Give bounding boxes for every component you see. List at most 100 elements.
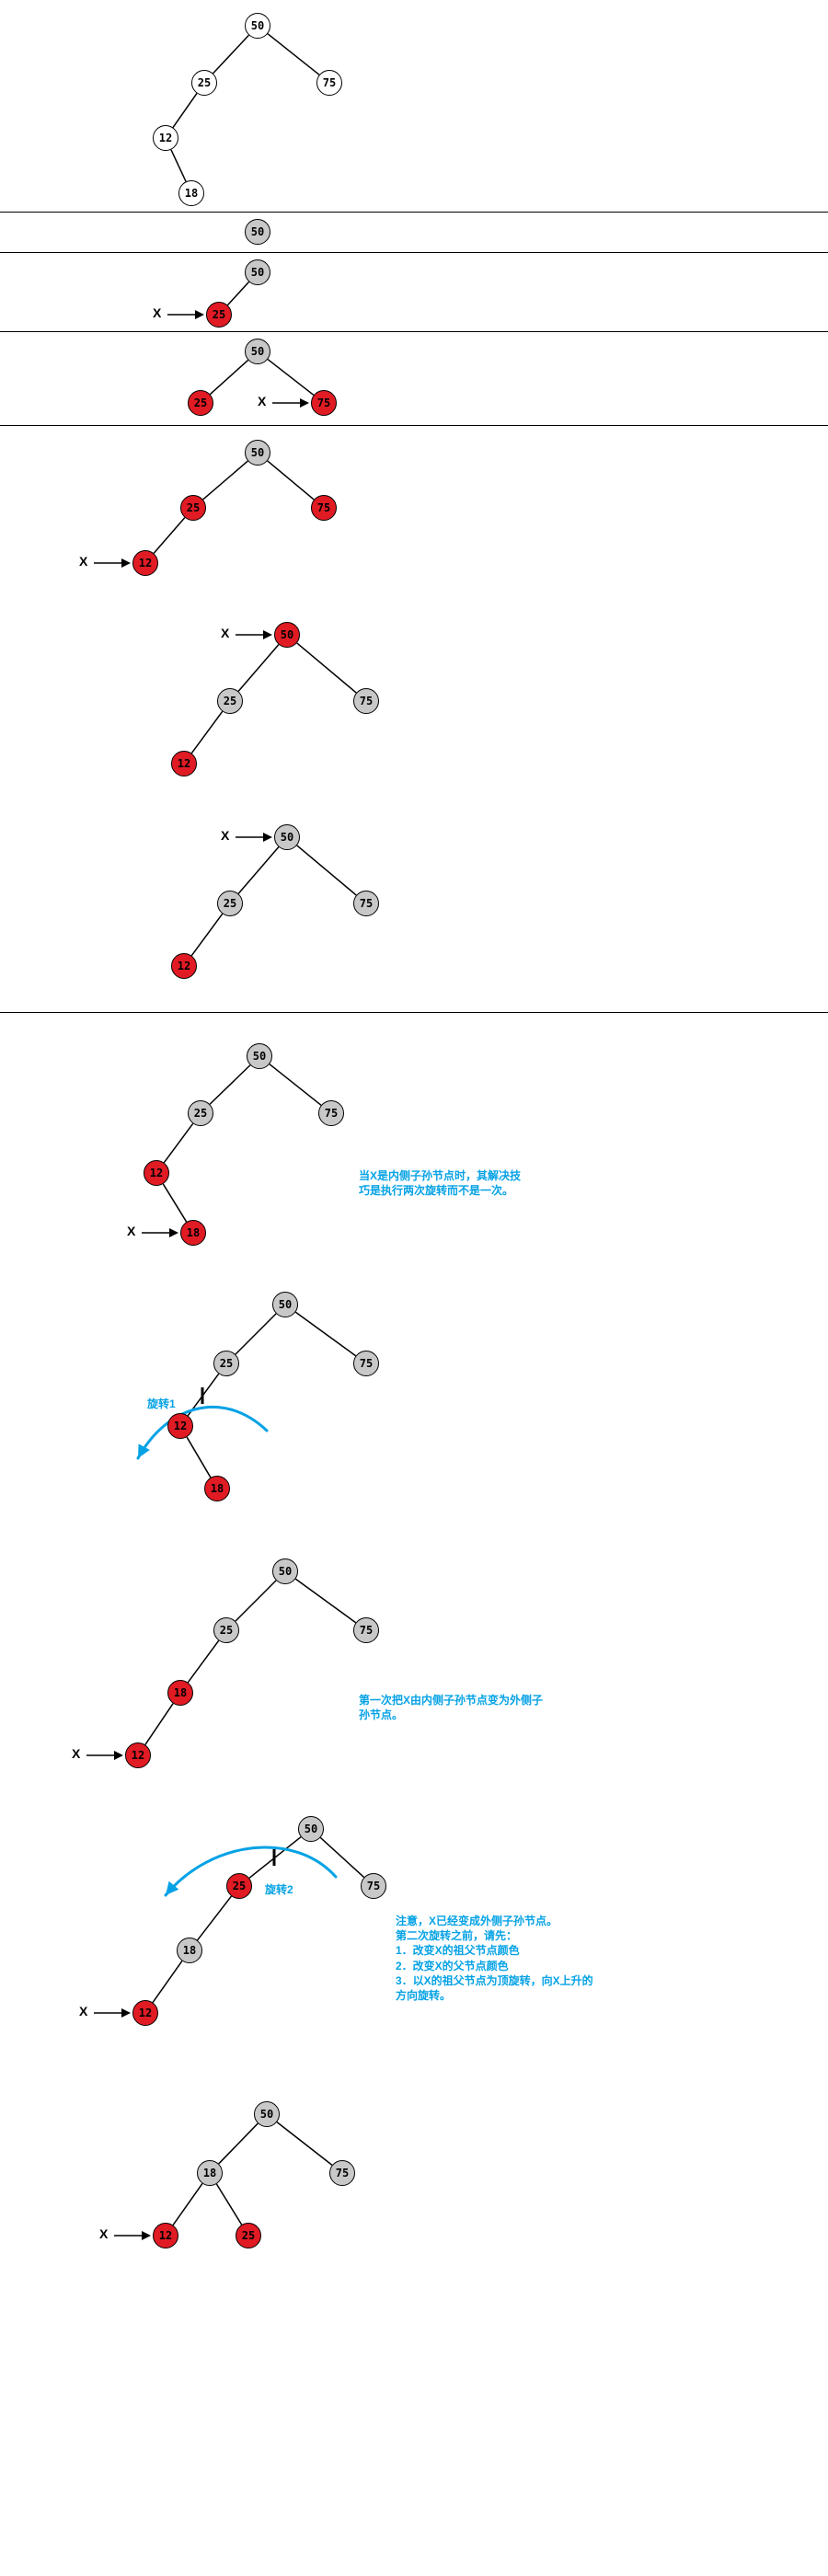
edge-layer: [0, 252, 828, 331]
annotation-text: 当X是内侧子孙节点时，其解决技巧是执行两次旋转而不是一次。: [359, 1168, 524, 1198]
edge-layer: [0, 607, 828, 791]
tree-edge: [210, 360, 247, 394]
x-pointer-arrowhead-icon: [114, 1751, 123, 1760]
tree-edge: [145, 1704, 173, 1745]
x-pointer-label: X: [153, 305, 161, 320]
tree-node: 75: [311, 495, 337, 521]
tree-node: 12: [171, 751, 197, 776]
tree-node: 75: [318, 1100, 344, 1126]
tree-node: 50: [274, 824, 300, 850]
x-pointer-label: X: [127, 1224, 135, 1238]
tree-node: 75: [353, 688, 379, 714]
tree-edge: [163, 1184, 186, 1222]
tree-edge: [297, 845, 357, 895]
tree-panel: 旋转15025751218: [0, 1279, 828, 1518]
tree-panel: 5025X: [0, 252, 828, 331]
tree-edge: [198, 1896, 232, 1940]
tree-node: 50: [274, 622, 300, 648]
tree-node: 50: [245, 339, 270, 364]
tree-panel: 5025751218: [0, 0, 828, 212]
x-pointer-arrowhead-icon: [263, 630, 272, 639]
tree-panel: 50257512X: [0, 810, 828, 994]
tree-edge: [295, 1312, 355, 1356]
tree-node: 50: [254, 2101, 280, 2127]
x-pointer-label: X: [99, 2226, 108, 2241]
tree-node: 75: [361, 1873, 386, 1899]
tree-edge: [188, 1640, 218, 1682]
tree-panel: 5025751218X当X是内侧子孙节点时，其解决技巧是执行两次旋转而不是一次。: [0, 1030, 828, 1260]
annotation-text: 注意，X已经变成外侧子孙节点。 第二次旋转之前，请先： 1．改变X的祖父节点颜色…: [396, 1914, 598, 2003]
x-pointer-arrowhead-icon: [195, 310, 204, 319]
edge-layer: [0, 1030, 828, 1260]
tree-panel: 50257512X: [0, 425, 828, 591]
tree-node: 50: [272, 1292, 298, 1317]
x-pointer-arrowhead-icon: [300, 398, 309, 408]
tree-panel: 5018751225X: [0, 2088, 828, 2291]
tree-edge: [249, 1837, 301, 1879]
tree-node: 12: [153, 2223, 178, 2248]
tree-edge: [210, 1065, 250, 1105]
tree-panel: 502575X: [0, 331, 828, 425]
tree-node: 50: [272, 1558, 298, 1584]
tree-edge: [236, 1314, 276, 1354]
rotation-label: 旋转2: [265, 1882, 293, 1897]
tree-node: 18: [204, 1476, 230, 1501]
edge-layer: [0, 2088, 828, 2291]
edge-layer: [0, 0, 828, 212]
tree-node: 50: [245, 440, 270, 466]
annotation-text: 第一次把X由内侧子孙节点变为外侧子孙节点。: [359, 1693, 543, 1722]
tree-edge: [191, 711, 222, 753]
tree-panel: 50 25 75 12 X: [0, 607, 828, 791]
diagram-canvas: 5025751218505025X502575X50257512X5025751…: [0, 0, 828, 2576]
tree-node: 50: [247, 1043, 272, 1069]
tree-edge: [171, 150, 186, 182]
tree-edge: [227, 282, 248, 305]
tree-edge: [295, 1579, 355, 1623]
tree-edge: [216, 2184, 241, 2225]
tree-node: 12: [153, 125, 178, 151]
tree-node: 50: [245, 13, 270, 39]
tree-edge: [164, 1123, 192, 1162]
tree-panel: 50: [0, 212, 828, 252]
tree-node: 25: [188, 1100, 213, 1126]
rotation-arrowhead-icon: [166, 1881, 178, 1895]
x-pointer-arrowhead-icon: [121, 558, 131, 568]
tree-node: 12: [144, 1160, 169, 1186]
tree-panel: 5025751812X第一次把X由内侧子孙节点变为外侧子孙节点。: [0, 1546, 828, 1785]
rotation-arrowhead-icon: [138, 1443, 150, 1458]
x-pointer-label: X: [72, 1746, 80, 1761]
tree-node: 25: [236, 2223, 261, 2248]
tree-edge: [297, 643, 357, 693]
x-pointer-label: X: [221, 828, 229, 843]
tree-node: 25: [217, 688, 243, 714]
tree-node: 25: [191, 70, 217, 96]
tree-node: 75: [329, 2160, 355, 2186]
x-pointer-label: X: [79, 2004, 87, 2018]
edge-layer: [0, 331, 828, 425]
x-pointer-arrowhead-icon: [263, 833, 272, 842]
tree-node: 18: [178, 180, 204, 206]
tree-node: 25: [213, 1351, 239, 1376]
tree-node: 12: [171, 953, 197, 979]
edge-layer: [0, 810, 828, 994]
tree-node: 12: [132, 550, 158, 576]
tree-edge: [238, 847, 279, 894]
tree-node: 25: [206, 302, 232, 328]
tree-edge: [203, 461, 248, 500]
tree-edge: [268, 34, 319, 75]
tree-node: 12: [132, 2000, 158, 2026]
tree-edge: [277, 2122, 332, 2166]
tree-edge: [153, 1961, 182, 2002]
tree-node: 25: [213, 1617, 239, 1643]
tree-edge: [236, 1581, 276, 1621]
x-pointer-arrowhead-icon: [142, 2231, 151, 2240]
tree-edge: [320, 1837, 363, 1877]
edge-layer: [0, 425, 828, 591]
panel-divider: [0, 1012, 828, 1013]
edge-layer: [0, 212, 828, 252]
x-pointer-label: X: [221, 626, 229, 640]
tree-edge: [154, 518, 185, 554]
tree-edge: [268, 461, 314, 500]
tree-edge: [188, 1374, 218, 1415]
x-pointer-label: X: [258, 394, 266, 408]
